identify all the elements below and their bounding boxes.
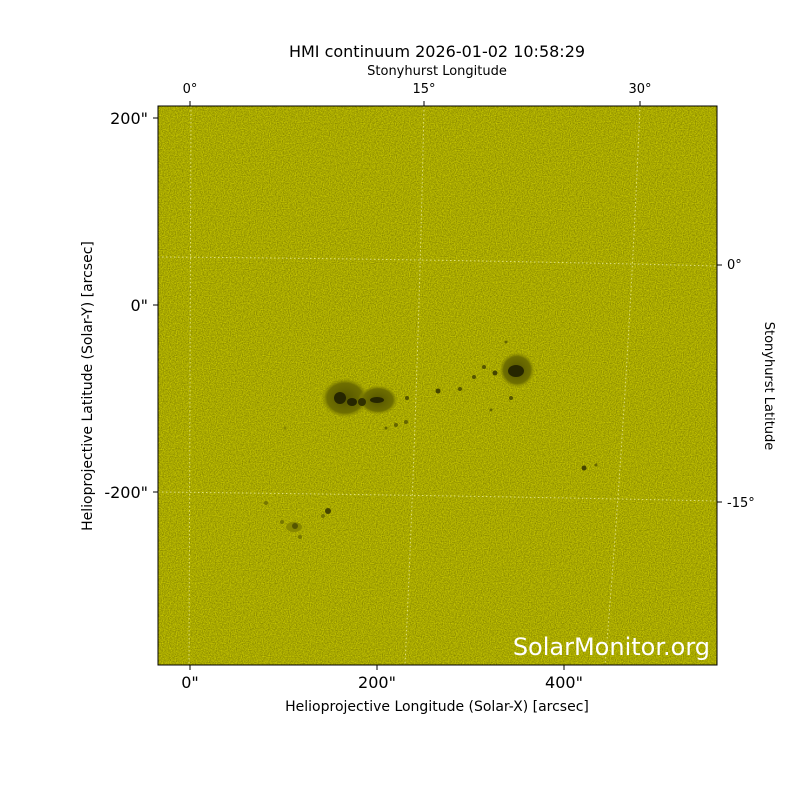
sunspot [264, 501, 268, 505]
sunspot [594, 463, 598, 467]
sunspot [458, 387, 462, 391]
y-tick-label: -200" [104, 483, 148, 502]
title: HMI continuum 2026-01-02 10:58:29 [289, 42, 585, 61]
right-axis-label: Stonyhurst Latitude [761, 322, 776, 451]
grid-line [188, 106, 192, 665]
sunspot [283, 426, 287, 430]
sunspot [581, 465, 587, 471]
left-axis: 200" 0" -200" Helioprojective Latitude (… [80, 109, 158, 531]
watermark: SolarMonitor.org [513, 633, 710, 661]
y-tick-label: 200" [110, 109, 148, 128]
x-tick-label: 0" [181, 673, 199, 692]
sunspot [280, 520, 284, 524]
sunspot [298, 535, 302, 539]
sunspot [370, 397, 384, 403]
grid-line [158, 256, 717, 267]
sunspot [334, 392, 346, 404]
sunspot [482, 365, 486, 369]
bottom-axis: 0" 200" 400" Helioprojective Longitude (… [181, 665, 589, 715]
sunspot [292, 523, 298, 529]
sunspot [404, 420, 408, 424]
top-tick-label: 30° [628, 82, 651, 97]
sunspot [384, 426, 388, 430]
y-axis-label: Helioprojective Latitude (Solar-Y) [arcs… [80, 241, 96, 531]
top-tick-label: 0° [183, 82, 198, 97]
sunspot [509, 396, 513, 400]
right-tick-label: -15° [727, 496, 755, 511]
right-tick-label: 0° [727, 258, 742, 273]
solar-image: SolarMonitor.org [158, 106, 717, 665]
x-tick-label: 200" [358, 673, 396, 692]
sunspot [508, 365, 524, 377]
sunspot [504, 340, 508, 344]
sunspot [325, 508, 331, 514]
right-axis: 0° -15° Stonyhurst Latitude [717, 258, 776, 511]
sunspot [321, 514, 325, 518]
sunspot [394, 423, 398, 427]
top-tick-label: 15° [412, 82, 435, 97]
sunspot-group [321, 378, 409, 430]
sunspot [405, 396, 409, 400]
axes-frame [157, 105, 718, 666]
grid-line [158, 491, 717, 502]
sunspot [347, 398, 357, 406]
sunspot [358, 398, 366, 406]
sunspot [492, 370, 498, 376]
y-tick-label: 0" [130, 296, 148, 315]
x-axis-label: Helioprojective Longitude (Solar-X) [arc… [285, 699, 589, 715]
sunspot-group [435, 340, 598, 471]
sunspot [472, 375, 476, 379]
sunspot [489, 408, 493, 412]
image-noise [158, 106, 717, 665]
sunspot [435, 388, 441, 394]
top-axis: 0° 15° 30° Stonyhurst Longitude [183, 64, 652, 106]
x-tick-label: 400" [545, 673, 583, 692]
sunspot-group [264, 426, 331, 539]
top-axis-label: Stonyhurst Longitude [367, 64, 507, 79]
